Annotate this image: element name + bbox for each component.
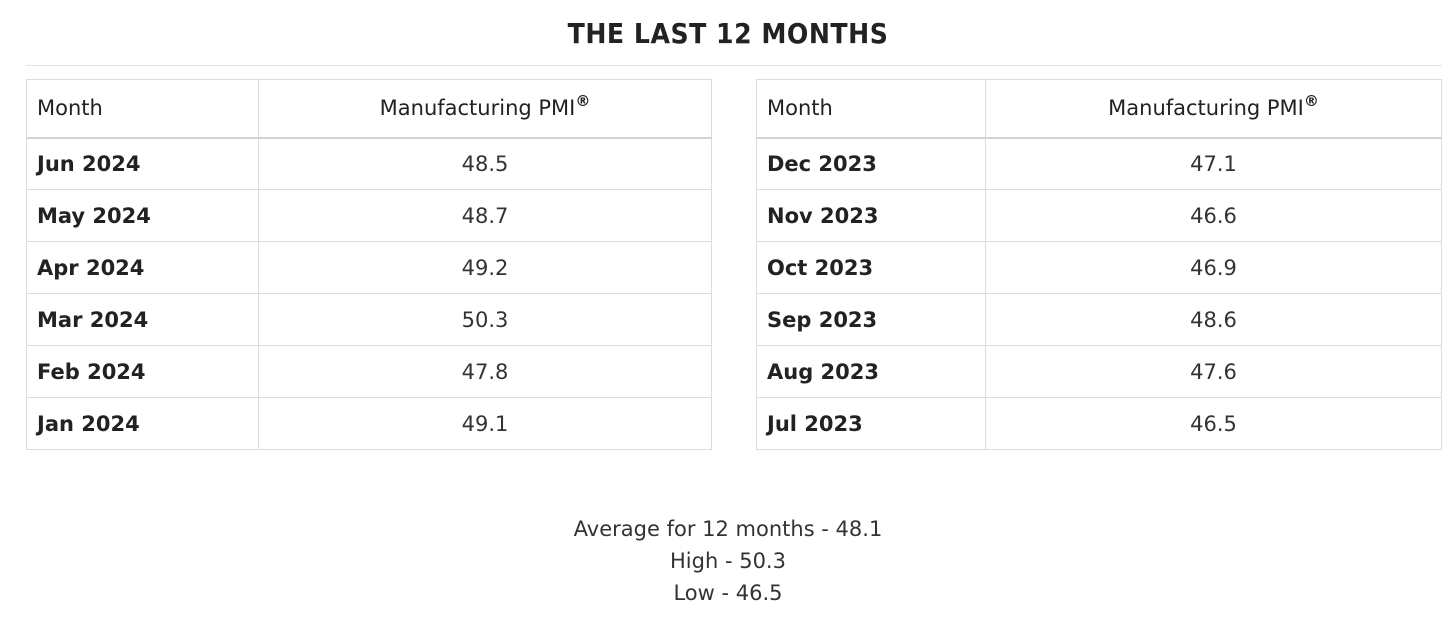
- pmi-value-cell: 50.3: [258, 293, 712, 346]
- table-row: Dec 2023 47.1: [756, 137, 1442, 190]
- registered-mark: ®: [575, 92, 591, 111]
- pmi-value-cell: 48.5: [258, 137, 712, 190]
- summary-high: High - 50.3: [670, 549, 786, 573]
- table-row: Jun 2024 48.5: [26, 137, 712, 190]
- pmi-table-2023: Month Manufacturing PMI® Dec 2023 47.1 N…: [756, 79, 1442, 450]
- month-cell: Nov 2023: [756, 189, 986, 242]
- table-header-row: Month Manufacturing PMI®: [756, 79, 1442, 139]
- month-cell: Apr 2024: [26, 241, 259, 294]
- summary-block: Average for 12 months - 48.1 High - 50.3…: [0, 513, 1456, 609]
- registered-mark: ®: [1303, 92, 1319, 111]
- column-header-month: Month: [26, 79, 259, 139]
- pmi-value-cell: 46.6: [985, 189, 1442, 242]
- table-header-row: Month Manufacturing PMI®: [26, 79, 712, 139]
- pmi-value-cell: 47.8: [258, 345, 712, 398]
- month-cell: Mar 2024: [26, 293, 259, 346]
- column-header-month: Month: [756, 79, 986, 139]
- pmi-value-cell: 46.5: [985, 397, 1442, 450]
- pmi-value-cell: 48.7: [258, 189, 712, 242]
- summary-average: Average for 12 months - 48.1: [573, 517, 883, 541]
- column-header-pmi-label: Manufacturing PMI: [1108, 96, 1304, 121]
- month-cell: Jun 2024: [26, 137, 259, 190]
- pmi-value-cell: 47.1: [985, 137, 1442, 190]
- table-row: Feb 2024 47.8: [26, 345, 712, 398]
- table-row: Oct 2023 46.9: [756, 241, 1442, 294]
- pmi-value-cell: 49.2: [258, 241, 712, 294]
- pmi-table-2024: Month Manufacturing PMI® Jun 2024 48.5 M…: [26, 79, 712, 450]
- month-cell: Sep 2023: [756, 293, 986, 346]
- pmi-value-cell: 46.9: [985, 241, 1442, 294]
- table-row: Sep 2023 48.6: [756, 293, 1442, 346]
- column-header-pmi-label: Manufacturing PMI: [379, 96, 576, 121]
- table-row: Nov 2023 46.6: [756, 189, 1442, 242]
- table-row: Apr 2024 49.2: [26, 241, 712, 294]
- table-row: Jan 2024 49.1: [26, 397, 712, 450]
- summary-low: Low - 46.5: [673, 581, 783, 605]
- table-row: Mar 2024 50.3: [26, 293, 712, 346]
- table-row: May 2024 48.7: [26, 189, 712, 242]
- month-cell: Oct 2023: [756, 241, 986, 294]
- pmi-value-cell: 47.6: [985, 345, 1442, 398]
- page-title: THE LAST 12 MONTHS: [567, 17, 889, 50]
- pmi-value-cell: 48.6: [985, 293, 1442, 346]
- table-row: Jul 2023 46.5: [756, 397, 1442, 450]
- title-divider: [26, 65, 1442, 66]
- column-header-pmi: Manufacturing PMI®: [258, 79, 712, 139]
- pmi-value-cell: 49.1: [258, 397, 712, 450]
- month-cell: May 2024: [26, 189, 259, 242]
- month-cell: Jan 2024: [26, 397, 259, 450]
- column-header-pmi: Manufacturing PMI®: [985, 79, 1442, 139]
- month-cell: Dec 2023: [756, 137, 986, 190]
- month-cell: Feb 2024: [26, 345, 259, 398]
- month-cell: Aug 2023: [756, 345, 986, 398]
- month-cell: Jul 2023: [756, 397, 986, 450]
- table-row: Aug 2023 47.6: [756, 345, 1442, 398]
